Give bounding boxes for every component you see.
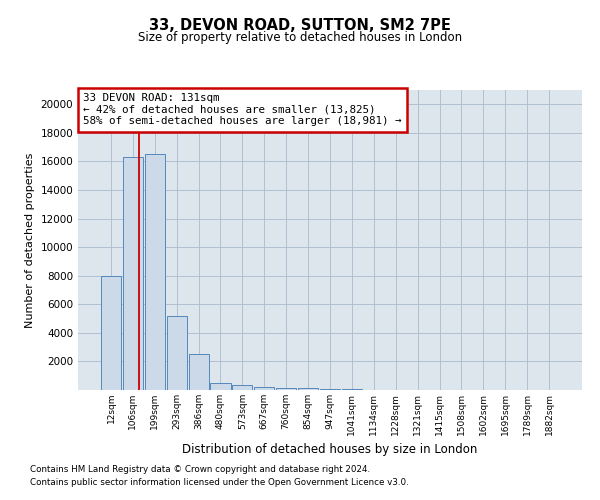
Bar bbox=[188, 354, 209, 390]
Text: 33 DEVON ROAD: 131sqm
← 42% of detached houses are smaller (13,825)
58% of semi-: 33 DEVON ROAD: 131sqm ← 42% of detached … bbox=[83, 93, 401, 126]
Bar bbox=[276, 388, 296, 390]
Bar bbox=[211, 383, 230, 390]
Bar bbox=[254, 387, 274, 390]
Bar bbox=[123, 157, 143, 390]
X-axis label: Distribution of detached houses by size in London: Distribution of detached houses by size … bbox=[182, 443, 478, 456]
Text: Contains HM Land Registry data © Crown copyright and database right 2024.: Contains HM Land Registry data © Crown c… bbox=[30, 466, 370, 474]
Bar bbox=[101, 276, 121, 390]
Bar bbox=[145, 154, 165, 390]
Text: Size of property relative to detached houses in London: Size of property relative to detached ho… bbox=[138, 31, 462, 44]
Y-axis label: Number of detached properties: Number of detached properties bbox=[25, 152, 35, 328]
Bar bbox=[298, 388, 318, 390]
Text: 33, DEVON ROAD, SUTTON, SM2 7PE: 33, DEVON ROAD, SUTTON, SM2 7PE bbox=[149, 18, 451, 32]
Bar bbox=[167, 316, 187, 390]
Bar bbox=[320, 389, 340, 390]
Text: Contains public sector information licensed under the Open Government Licence v3: Contains public sector information licen… bbox=[30, 478, 409, 487]
Bar bbox=[232, 384, 253, 390]
